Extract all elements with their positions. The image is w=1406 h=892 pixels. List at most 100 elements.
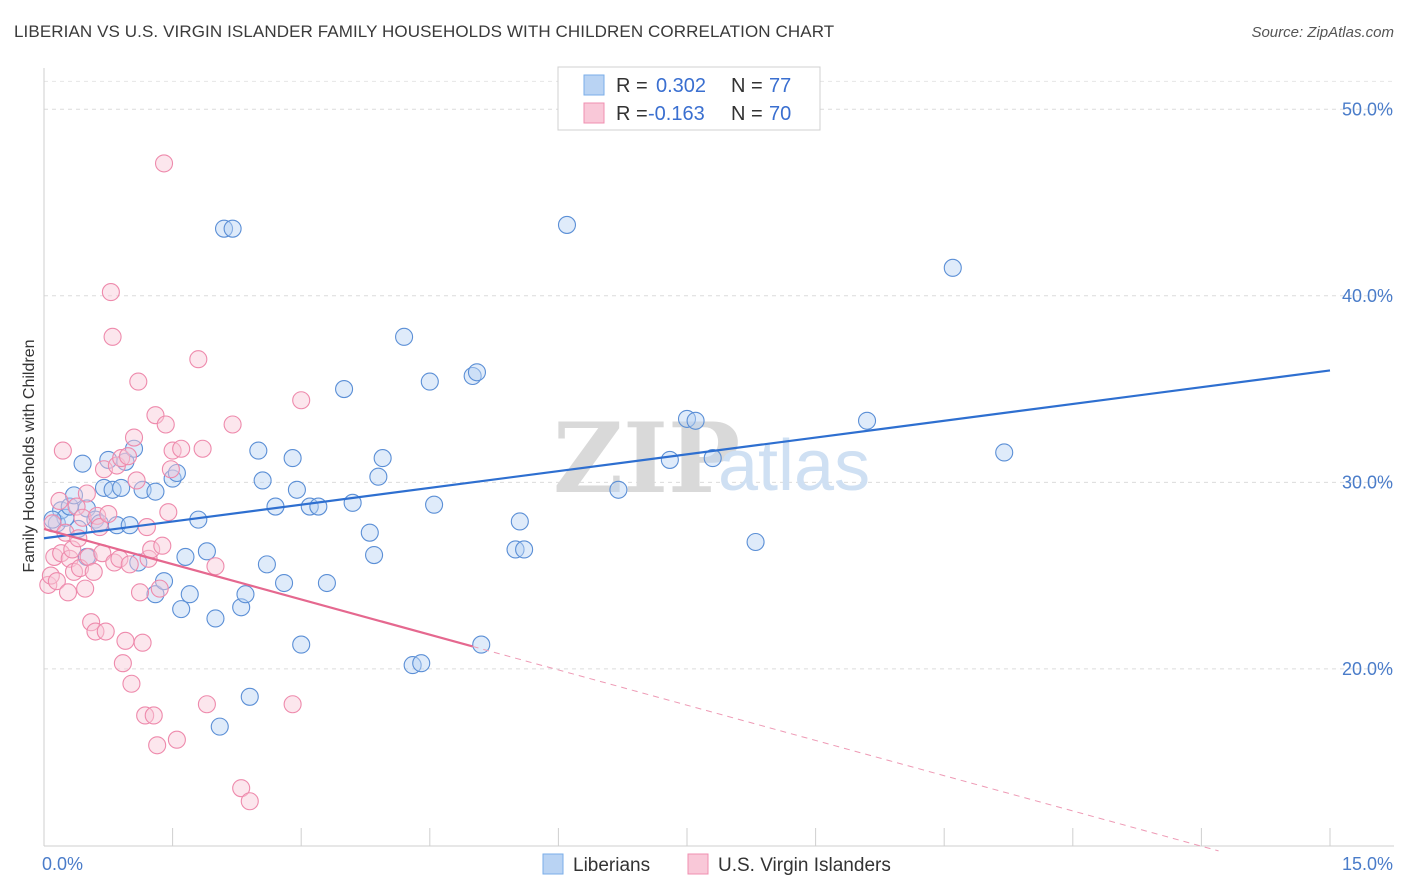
- data-point-virgin-islanders: [67, 497, 86, 516]
- correlation-legend: R = 0.302 N = 77 R = -0.163 N = 70: [557, 66, 821, 131]
- data-point-virgin-islanders: [240, 792, 259, 811]
- bottom-legend-label-virgin-islanders[interactable]: U.S. Virgin Islanders: [718, 855, 891, 876]
- data-point-virgin-islanders: [118, 447, 138, 466]
- legend-swatch-virgin-islanders: [583, 102, 605, 124]
- data-point-liberians: [857, 411, 877, 430]
- data-point-liberians: [467, 363, 487, 382]
- data-point-liberians: [112, 478, 131, 497]
- data-point-liberians: [292, 635, 311, 654]
- data-point-virgin-islanders: [129, 372, 148, 391]
- data-point-liberians: [995, 443, 1014, 462]
- data-point-virgin-islanders: [150, 579, 169, 598]
- legend-n-value-liberians: 77: [769, 75, 791, 97]
- data-point-liberians: [146, 482, 165, 501]
- data-point-liberians: [395, 327, 414, 346]
- bottom-legend-swatch-virgin-islanders[interactable]: [687, 853, 709, 875]
- data-point-virgin-islanders: [116, 631, 135, 650]
- x-tick-labels: 0.0% 15.0%: [42, 854, 1393, 874]
- y-tick-label: 50.0%: [1342, 99, 1393, 119]
- legend-n-label-2: N =: [731, 103, 763, 125]
- data-point-liberians: [746, 532, 765, 552]
- trendline-virgin-islanders-extension: [472, 645, 1219, 852]
- bottom-legend-swatch-liberians[interactable]: [542, 853, 564, 875]
- data-point-liberians: [373, 449, 392, 468]
- data-point-virgin-islanders: [167, 730, 186, 749]
- data-point-virgin-islanders: [96, 622, 115, 641]
- data-point-virgin-islanders: [101, 283, 120, 302]
- data-point-liberians: [369, 467, 388, 486]
- watermark-atlas: atlas: [718, 426, 870, 506]
- data-point-virgin-islanders: [53, 441, 72, 460]
- legend-r-label-2: R =: [616, 103, 648, 125]
- data-point-liberians: [249, 441, 268, 460]
- data-point-virgin-islanders: [99, 504, 118, 524]
- data-point-liberians: [287, 480, 306, 499]
- data-point-virgin-islanders: [124, 428, 144, 447]
- data-point-liberians: [240, 687, 259, 706]
- data-point-virgin-islanders: [47, 572, 66, 591]
- data-point-virgin-islanders: [292, 391, 311, 410]
- data-point-liberians: [510, 512, 529, 531]
- y-tick-label: 20.0%: [1342, 659, 1393, 679]
- x-tick-label: 0.0%: [42, 854, 83, 874]
- legend-swatch-liberians: [583, 74, 605, 96]
- data-point-liberians: [317, 573, 336, 593]
- trendlines: [43, 369, 1331, 852]
- bottom-legend-label-liberians[interactable]: Liberians: [573, 855, 650, 876]
- series-legend: Liberians U.S. Virgin Islanders: [542, 853, 891, 876]
- data-point-liberians: [257, 555, 276, 574]
- legend-r-value-liberians: 0.302: [656, 75, 706, 97]
- legend-n-label: N =: [731, 75, 763, 97]
- data-point-virgin-islanders: [84, 562, 103, 581]
- data-point-virgin-islanders: [76, 579, 95, 598]
- data-point-virgin-islanders: [232, 779, 251, 798]
- data-point-liberians: [335, 380, 354, 399]
- data-point-virgin-islanders: [112, 449, 131, 468]
- legend-r-label: R =: [616, 75, 648, 97]
- x-tick-label: 15.0%: [1342, 854, 1393, 874]
- chart-source: Source: ZipAtlas.com: [1251, 24, 1394, 41]
- data-point-liberians: [360, 523, 379, 542]
- data-point-virgin-islanders: [58, 583, 78, 602]
- data-point-liberians: [180, 585, 199, 604]
- data-point-liberians: [236, 585, 255, 604]
- data-point-liberians: [425, 495, 444, 514]
- y-tick-labels: 20.0% 30.0% 40.0% 50.0%: [1342, 99, 1393, 679]
- data-point-liberians: [515, 540, 534, 559]
- data-point-liberians: [703, 449, 722, 468]
- data-point-virgin-islanders: [82, 613, 101, 632]
- y-tick-label: 40.0%: [1342, 286, 1393, 306]
- data-point-liberians: [472, 635, 491, 654]
- data-point-virgin-islanders: [172, 439, 191, 458]
- data-point-virgin-islanders: [153, 536, 172, 555]
- data-point-virgin-islanders: [77, 484, 96, 503]
- data-point-virgin-islanders: [283, 695, 302, 714]
- data-point-virgin-islanders: [197, 695, 216, 714]
- data-point-virgin-islanders: [193, 439, 212, 458]
- trendline-liberians: [43, 369, 1331, 540]
- data-point-virgin-islanders: [63, 540, 82, 559]
- data-point-virgin-islanders: [86, 622, 105, 641]
- trendline-virgin-islanders: [43, 527, 473, 648]
- chart-title: LIBERIAN VS U.S. VIRGIN ISLANDER FAMILY …: [14, 22, 835, 41]
- data-points: [39, 154, 1014, 811]
- data-point-virgin-islanders: [50, 491, 69, 511]
- data-point-liberians: [943, 258, 962, 277]
- data-point-virgin-islanders: [122, 674, 141, 693]
- data-point-liberians: [609, 480, 628, 499]
- data-point-liberians: [420, 372, 439, 391]
- y-axis-label: Family Households with Children: [21, 340, 38, 573]
- data-point-virgin-islanders: [127, 471, 146, 490]
- data-point-liberians: [283, 449, 302, 468]
- y-tick-label: 30.0%: [1342, 472, 1393, 492]
- data-point-liberians: [686, 411, 705, 430]
- data-point-virgin-islanders: [156, 415, 175, 434]
- data-point-liberians: [172, 600, 191, 619]
- data-point-virgin-islanders: [137, 518, 156, 537]
- data-point-virgin-islanders: [113, 654, 132, 673]
- data-point-virgin-islanders: [223, 415, 242, 434]
- data-point-virgin-islanders: [161, 460, 180, 479]
- data-point-liberians: [210, 717, 229, 736]
- legend-n-value-virgin-islanders: 70: [769, 103, 791, 125]
